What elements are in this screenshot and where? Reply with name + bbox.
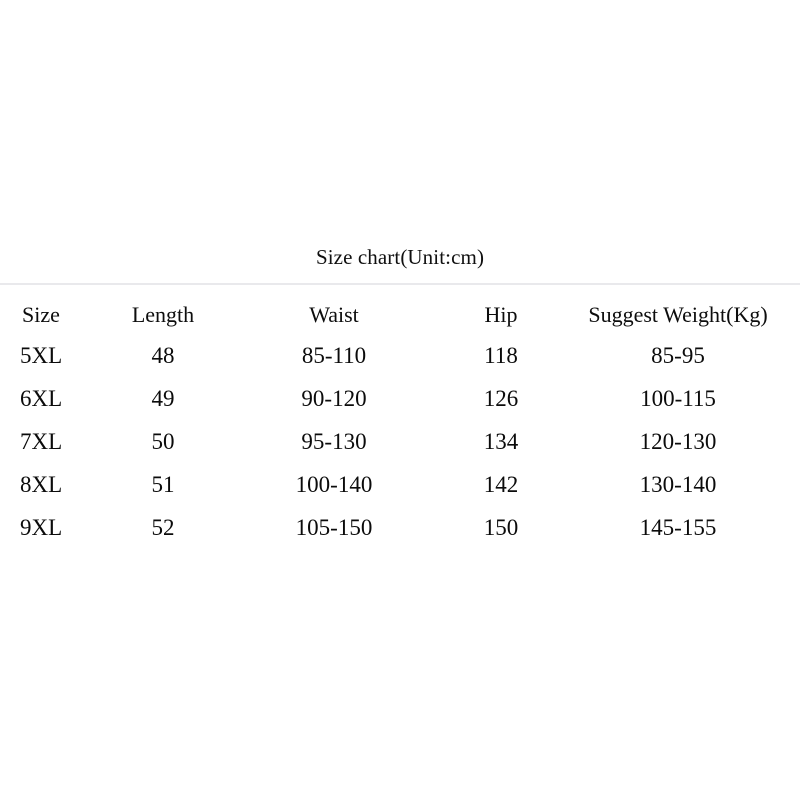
- cell-waist: 105-150: [295, 514, 373, 540]
- table-row: 6XL 49 90-120 126 100-115: [0, 377, 800, 420]
- cell-length: 52: [151, 514, 175, 540]
- cell-length: 48: [151, 342, 175, 368]
- cell-weight: 85-95: [651, 342, 705, 368]
- table-body: 5XL 48 85-110 118 85-95 6XL 49 90-120 12…: [0, 334, 800, 549]
- cell-size: 7XL: [20, 428, 63, 454]
- table-row: 9XL 52 105-150 150 145-155: [0, 506, 800, 549]
- table-header: Size Length Waist Hip Suggest Weight(Kg): [0, 296, 800, 334]
- cell-length: 50: [151, 428, 175, 454]
- table-row: 5XL 48 85-110 118 85-95: [0, 334, 800, 377]
- column-header-size: Size: [22, 302, 60, 327]
- cell-hip: 150: [483, 514, 519, 540]
- cell-length: 49: [151, 385, 175, 411]
- cell-hip: 142: [483, 471, 519, 497]
- cell-weight: 145-155: [639, 514, 717, 540]
- size-chart-table: Size Length Waist Hip Suggest Weight(Kg)…: [0, 296, 800, 549]
- cell-hip: 134: [483, 428, 519, 454]
- table-row: 7XL 50 95-130 134 120-130: [0, 420, 800, 463]
- cell-size: 9XL: [20, 514, 63, 540]
- cell-waist: 85-110: [301, 342, 367, 368]
- header-divider: [0, 283, 800, 285]
- cell-hip: 126: [483, 385, 519, 411]
- cell-hip: 118: [484, 342, 518, 368]
- cell-waist: 100-140: [295, 471, 373, 497]
- column-header-hip: Hip: [484, 302, 518, 327]
- column-header-length: Length: [131, 302, 195, 327]
- table-row: 8XL 51 100-140 142 130-140: [0, 463, 800, 506]
- cell-length: 51: [151, 471, 175, 497]
- cell-size: 5XL: [20, 342, 63, 368]
- table-header-row: Size Length Waist Hip Suggest Weight(Kg): [0, 296, 800, 334]
- cell-size: 8XL: [20, 471, 63, 497]
- cell-waist: 90-120: [301, 385, 367, 411]
- column-header-weight: Suggest Weight(Kg): [588, 302, 768, 327]
- column-header-waist: Waist: [309, 302, 359, 327]
- page-title: Size chart(Unit:cm): [315, 245, 485, 269]
- cell-weight: 120-130: [639, 428, 717, 454]
- cell-weight: 130-140: [639, 471, 717, 497]
- cell-waist: 95-130: [301, 428, 367, 454]
- cell-size: 6XL: [20, 385, 63, 411]
- cell-weight: 100-115: [640, 385, 716, 411]
